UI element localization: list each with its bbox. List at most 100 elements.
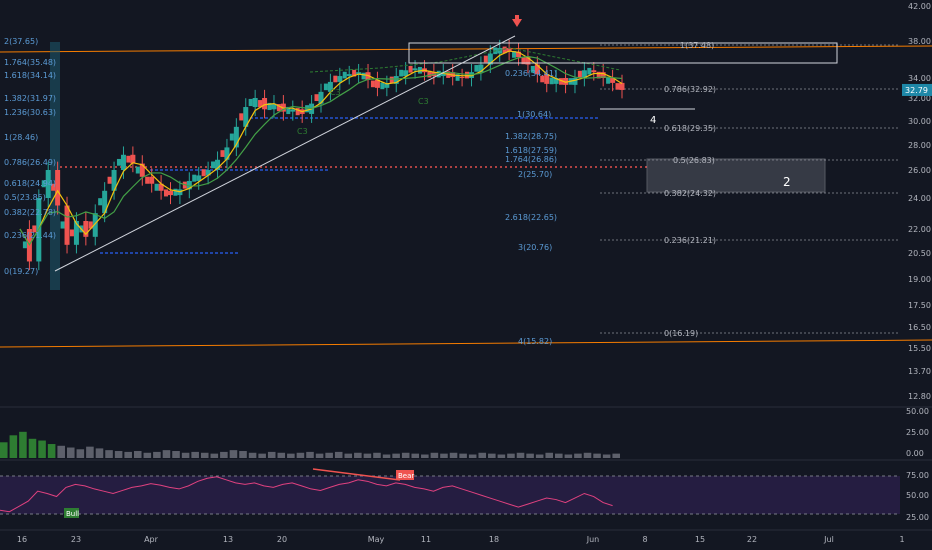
candle-body (544, 74, 550, 84)
volume-tick-label: 25.00 (906, 428, 929, 437)
time-tick-label: Jul (823, 535, 834, 544)
candle-body (229, 133, 234, 141)
time-tick-label: 16 (17, 535, 27, 544)
candle-body (145, 176, 150, 184)
price-tick-label: 15.50 (908, 344, 931, 353)
volume-bar (38, 440, 46, 458)
volume-bar (248, 452, 257, 458)
volume-bar (421, 454, 429, 458)
candle-body (248, 98, 253, 107)
price-tick-label: 28.00 (908, 141, 931, 150)
fib-right-label: 1(37.48) (680, 41, 714, 50)
candle-body (98, 198, 103, 206)
volume-bar (440, 453, 448, 458)
rsi-tick-label: 25.00 (906, 513, 929, 522)
c3-label: C3 (330, 88, 341, 97)
fib-left-label: 1.236(30.63) (4, 108, 56, 117)
candle-body (474, 65, 479, 72)
fib-mid-label: 1(30.64) (517, 110, 551, 119)
volume-bar (325, 452, 333, 458)
candle-body (512, 51, 517, 58)
candle-body (83, 220, 89, 237)
candle-body (271, 103, 277, 110)
volume-bar (277, 452, 286, 458)
price-tick-label: 16.50 (908, 323, 931, 332)
rsi-band (0, 476, 900, 514)
fib-right-label: 0(16.19) (664, 329, 698, 338)
volume-bar (574, 453, 582, 458)
candle-body (619, 82, 625, 90)
price-tick-label: 38.00 (908, 37, 931, 46)
fib-mid-label: 0.236(34.41) (505, 69, 557, 78)
candle-body (60, 221, 65, 229)
candle-body (327, 81, 333, 92)
candle-body (220, 150, 225, 157)
price-tick-label: 20.50 (908, 249, 931, 258)
volume-bar (66, 447, 75, 458)
wave2-box (646, 158, 826, 193)
candle-body (276, 104, 281, 112)
candle-body (455, 74, 460, 81)
candle-body (233, 126, 239, 148)
candle-body (606, 77, 611, 84)
volume-bar (392, 453, 400, 458)
candle-body (55, 170, 61, 206)
orange-upper-line (0, 45, 932, 53)
candle-body (252, 98, 258, 108)
candle-body (318, 91, 324, 104)
volume-bar (526, 453, 534, 458)
candle-body (342, 71, 347, 79)
candle-body (408, 65, 413, 73)
candle-body (487, 53, 493, 65)
candle-body (506, 48, 512, 52)
candle-body (436, 70, 441, 78)
candle-body (88, 221, 93, 229)
price-tick-label: 24.00 (908, 194, 931, 203)
volume-tick-label: 50.00 (906, 407, 929, 416)
candle-body (168, 190, 173, 196)
candle-body (459, 77, 465, 79)
volume-bar (133, 451, 142, 458)
candle-body (120, 154, 126, 170)
candle-body (164, 189, 168, 197)
candle-body (286, 106, 291, 115)
time-tick-label: 13 (223, 535, 233, 544)
volume-bar (47, 444, 56, 458)
bear-divergence-line (312, 468, 401, 481)
fib-left-label: 1.764(35.48) (4, 58, 56, 67)
candle-body (534, 64, 540, 75)
candle-body (521, 57, 526, 65)
candle-body (502, 46, 507, 54)
fib-right-label: 0.382(24.32) (664, 189, 716, 198)
candle-body (559, 78, 564, 85)
candle-body (305, 105, 310, 113)
candle-body (107, 176, 112, 184)
volume-bar (354, 452, 362, 458)
candle-body (516, 51, 522, 58)
candle-body (239, 113, 244, 121)
candle-body (267, 102, 272, 111)
volume-bar (0, 442, 8, 458)
volume-bar (95, 448, 104, 458)
candle-body (361, 72, 366, 80)
down-arrow-icon (512, 15, 522, 27)
candle-body (427, 70, 432, 78)
candle-body (258, 100, 263, 108)
fib-left-label: 2(37.65) (4, 37, 38, 46)
fib-mid-label: 1.618(27.59) (505, 146, 557, 155)
fib-left-label: 0.786(26.49) (4, 158, 56, 167)
candle-body (243, 107, 249, 127)
price-tick-label: 22.00 (908, 225, 931, 234)
volume-bar (76, 449, 85, 458)
candle-body (337, 76, 343, 82)
volume-bar (535, 454, 544, 458)
candle-body (600, 72, 606, 78)
volume-bar (19, 431, 27, 458)
ma-slow-line (19, 55, 623, 246)
volume-bar (9, 435, 18, 458)
time-tick-label: May (368, 535, 385, 544)
candle-body (403, 70, 409, 77)
candle-body (158, 183, 164, 191)
candle-body (290, 109, 296, 112)
